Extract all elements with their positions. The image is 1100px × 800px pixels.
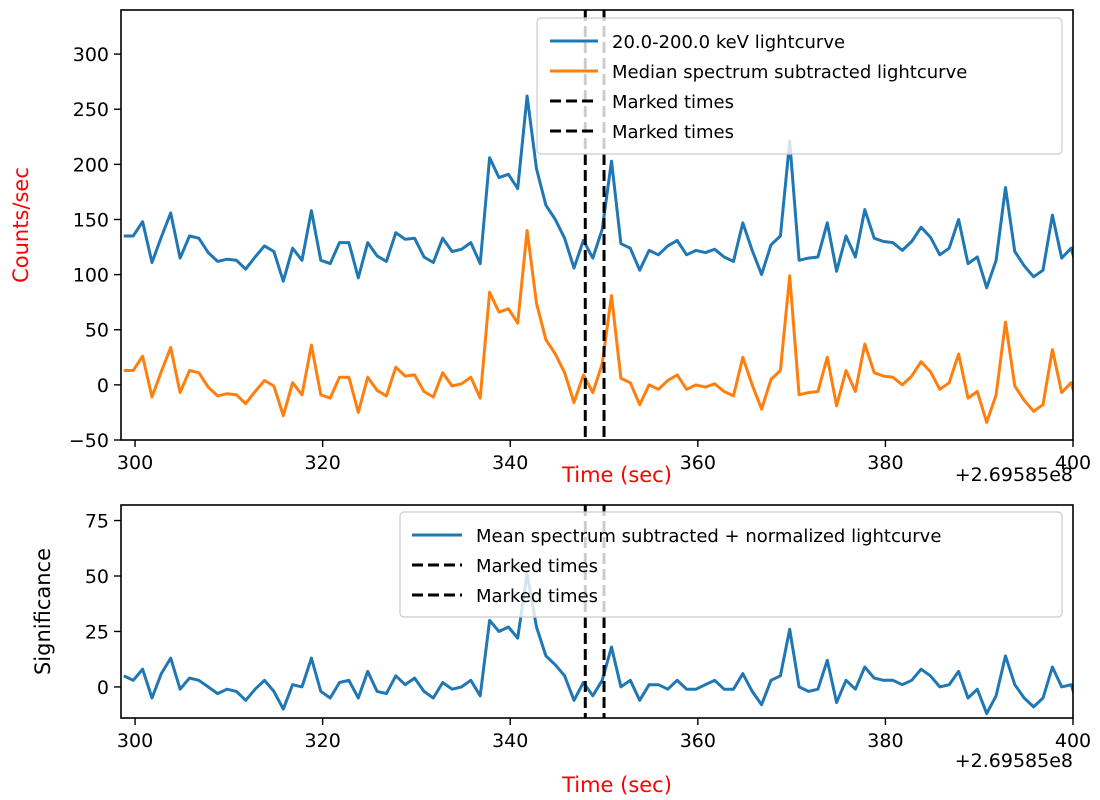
axes-frame <box>120 504 1074 719</box>
legend-label-1: Marked times <box>476 556 598 577</box>
legend-label-2: Marked times <box>476 586 598 607</box>
legend-label-3: Marked times <box>612 122 734 143</box>
x-tick-label: 300 <box>117 730 153 752</box>
axes-frame <box>120 9 1074 441</box>
legend: Mean spectrum subtracted + normalized li… <box>399 511 1063 618</box>
y-tick-label: 100 <box>73 265 109 287</box>
legend-label-1: Median spectrum subtracted lightcurve <box>612 62 967 83</box>
x-tick-label: 320 <box>305 452 341 474</box>
x-tick-label: 360 <box>680 730 716 752</box>
y-tick-label: 0 <box>97 375 109 397</box>
y-tick-label: 150 <box>73 209 109 231</box>
x-tick-label: 400 <box>1055 730 1091 752</box>
series-line-1 <box>123 229 1073 424</box>
y-tick-label: 300 <box>73 44 109 66</box>
y-tick-label: 75 <box>85 511 109 533</box>
y-axis-title: Counts/sec <box>9 167 33 283</box>
x-tick-label: 380 <box>867 452 903 474</box>
x-offset-label: +2.69585e8 <box>955 464 1073 486</box>
legend-box <box>399 511 1063 618</box>
x-tick-label: 360 <box>680 452 716 474</box>
series-line-0 <box>123 572 1073 716</box>
legend-label-0: Mean spectrum subtracted + normalized li… <box>476 526 941 547</box>
x-axis-title: Time (sec) <box>561 773 672 797</box>
x-tick-label: 380 <box>867 730 903 752</box>
x-tick-label: 340 <box>492 730 528 752</box>
y-tick-label: 200 <box>73 154 109 176</box>
x-tick-label: 300 <box>117 452 153 474</box>
y-tick-label: 25 <box>85 621 109 643</box>
legend: 20.0-200.0 keV lightcurve Median spectrum… <box>536 17 1063 155</box>
legend-label-0: 20.0-200.0 keV lightcurve <box>612 32 845 53</box>
y-tick-label: 250 <box>73 99 109 121</box>
x-tick-label: 400 <box>1055 452 1091 474</box>
y-tick-label: 0 <box>97 677 109 699</box>
series-line-0 <box>123 94 1073 290</box>
x-tick-label: 320 <box>305 730 341 752</box>
x-offset-label: +2.69585e8 <box>955 750 1073 772</box>
top-lightcurve-chart: 300 320 340 360 380 400 −50 0 50 100 150 200 250 300 +… <box>9 9 1091 487</box>
y-axis-title: Significance <box>31 548 55 675</box>
legend-box <box>536 17 1063 155</box>
x-tick-label: 340 <box>492 452 528 474</box>
y-tick-label: −50 <box>69 430 109 452</box>
bottom-significance-chart: 300 320 340 360 380 400 0 25 50 75 +2.69585e8 Time … <box>31 504 1091 797</box>
y-tick-label: 50 <box>85 566 109 588</box>
x-axis-title: Time (sec) <box>561 463 672 487</box>
legend-label-2: Marked times <box>612 92 734 113</box>
y-tick-label: 50 <box>85 320 109 342</box>
